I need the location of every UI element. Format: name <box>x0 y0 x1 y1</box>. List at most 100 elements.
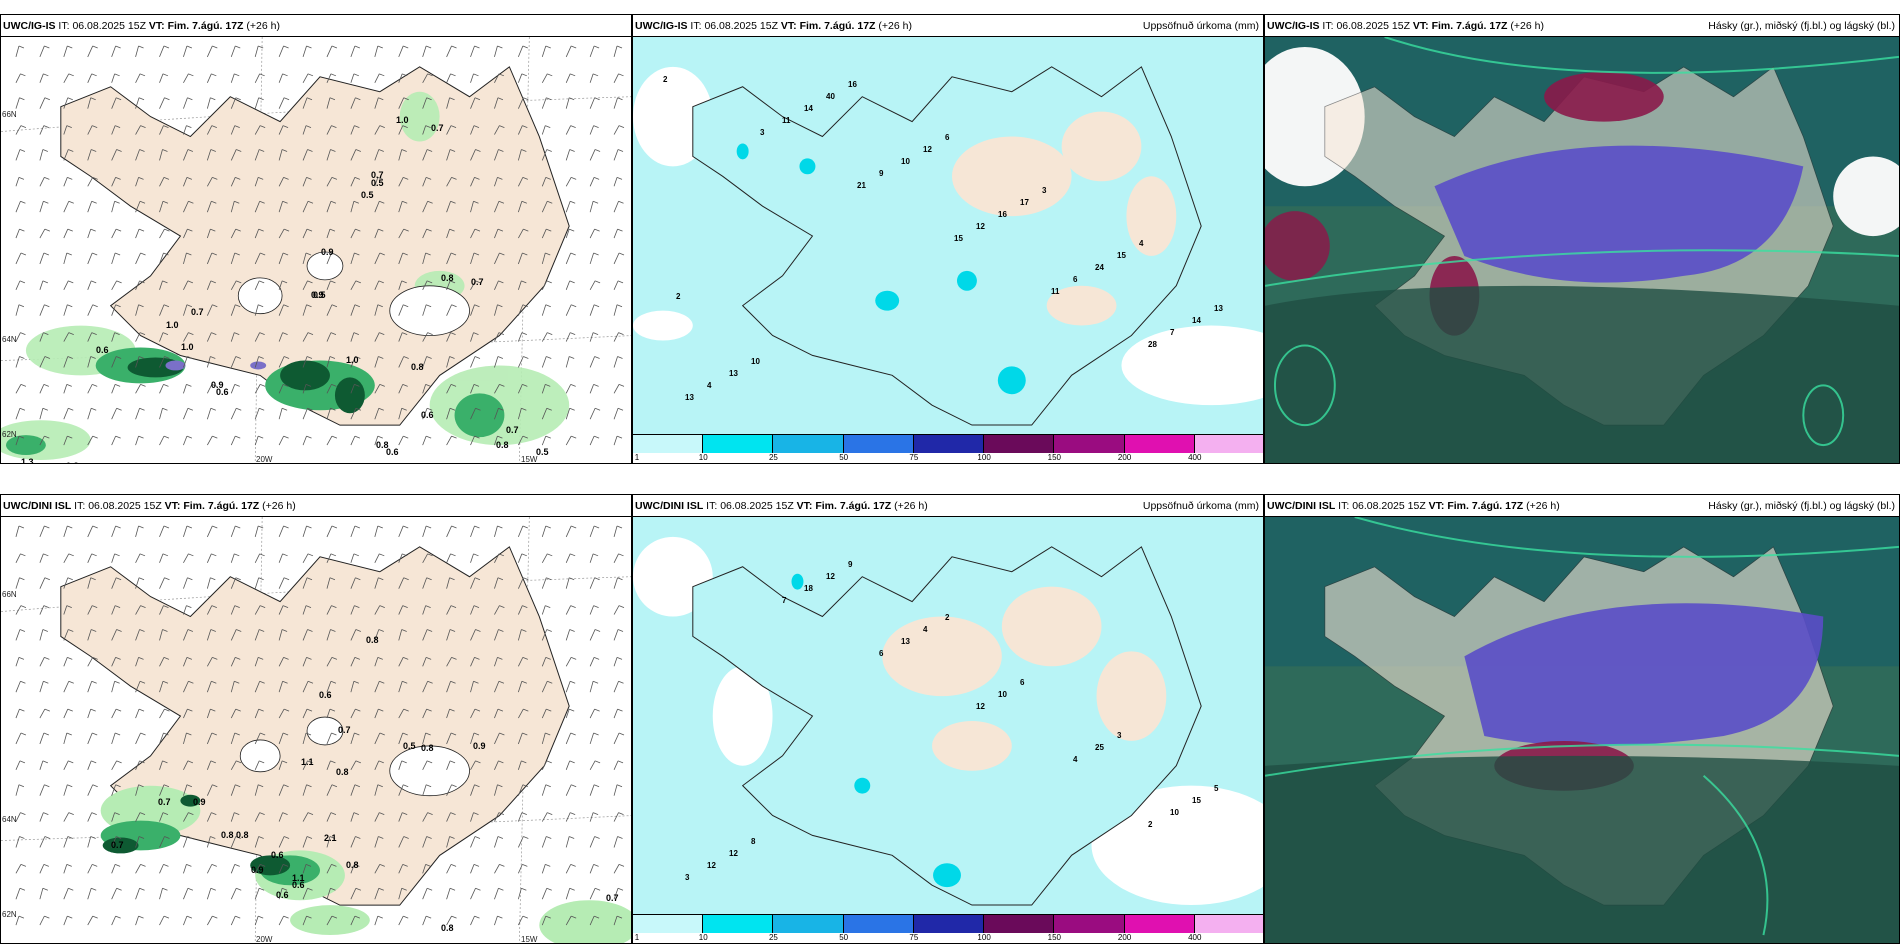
wind-barb-flag <box>521 149 527 152</box>
wind-barb-flag <box>330 629 336 632</box>
row2-cloud-map[interactable] <box>1265 517 1899 943</box>
wind-barb <box>326 408 331 420</box>
wind-barb-flag <box>211 553 217 557</box>
wind-barb-flag <box>402 732 408 736</box>
wind-barb <box>589 836 595 848</box>
wind-barb-flag <box>426 304 432 308</box>
wind-barb-flag <box>353 812 360 815</box>
wind-barb <box>374 45 379 58</box>
row1-cloud-map[interactable] <box>1265 37 1899 463</box>
wind-barb <box>15 73 21 83</box>
wind-barb-flag <box>235 784 241 788</box>
wind-barb <box>206 332 212 342</box>
wind-barb <box>15 125 22 135</box>
wind-barb <box>517 812 523 822</box>
wind-barb <box>494 605 500 615</box>
wind-barb-flag <box>283 435 289 439</box>
value-label: 0.9 <box>321 247 334 257</box>
wind-barb <box>446 356 450 368</box>
wind-barb-flag <box>401 407 407 411</box>
wind-barb <box>39 812 44 822</box>
wind-barb <box>541 836 547 848</box>
wind-barb <box>278 435 284 446</box>
wind-barb <box>230 888 237 900</box>
wind-barb <box>374 332 380 342</box>
value-label: 5 <box>1214 784 1219 793</box>
wind-barb-flag <box>403 656 409 660</box>
row2-precip-map[interactable] <box>633 517 1263 915</box>
wind-barb <box>589 201 594 213</box>
value-label: 15 <box>1192 796 1201 805</box>
wind-barb-flag <box>44 97 50 101</box>
wind-barb-flag <box>354 125 360 128</box>
wind-barb-flag <box>474 915 480 919</box>
row2-wind-map[interactable] <box>1 517 631 943</box>
wind-barb-flag <box>522 525 528 529</box>
wind-barb-flag <box>379 383 385 387</box>
wind-barb-flag <box>186 525 193 529</box>
wind-barb-flag <box>138 784 144 788</box>
wind-barb <box>613 97 618 109</box>
lat-label-66n: 66N <box>2 110 17 119</box>
wind-barb <box>470 553 474 563</box>
wind-barb-flag <box>186 125 192 128</box>
wind-barb <box>613 888 619 900</box>
wind-barb-flag <box>187 629 194 632</box>
wind-barb <box>541 384 546 394</box>
wind-barb <box>374 408 380 420</box>
wind-barb-flag <box>162 629 168 632</box>
wind-barb <box>159 228 165 239</box>
wind-barb-flag <box>354 252 360 256</box>
wind-barb <box>565 760 571 770</box>
value-label: 14 <box>804 104 813 113</box>
wind-barb <box>159 732 164 745</box>
wind-barb-flag <box>378 356 384 359</box>
wind-barb <box>350 657 356 667</box>
wind-barb <box>183 73 189 83</box>
wind-barb-flag <box>139 332 146 335</box>
wind-barb-flag <box>499 605 505 608</box>
wind-barb <box>15 408 21 420</box>
wind-barb <box>613 916 618 926</box>
value-label: 17 <box>1020 198 1029 207</box>
wind-barb-flag <box>545 435 551 439</box>
wind-barb <box>470 708 476 719</box>
wind-barb <box>230 708 237 719</box>
wind-barb <box>302 149 308 161</box>
wind-barb <box>494 888 499 900</box>
wind-barb-flag <box>546 407 552 411</box>
wind-barb-flag <box>426 97 432 101</box>
wind-barb <box>517 864 523 874</box>
wind-barb <box>350 280 357 291</box>
row1-precip-map[interactable] <box>633 37 1263 435</box>
wind-barb <box>517 125 523 135</box>
wind-barb <box>350 629 357 641</box>
wind-barb <box>613 577 618 589</box>
wind-barb <box>87 525 94 538</box>
wind-barb-flag <box>234 125 240 128</box>
wind-barb <box>135 228 140 239</box>
wind-barb <box>87 252 93 265</box>
wind-barb <box>470 149 476 161</box>
wind-barb-flag <box>521 553 527 557</box>
wind-barb <box>398 888 403 900</box>
wind-barb-flag <box>618 732 625 736</box>
wind-barb <box>230 784 236 796</box>
wind-barb-flag <box>499 383 505 387</box>
value-label: 0.9 <box>473 741 486 751</box>
value-label: 1.0 <box>346 355 359 365</box>
wind-barb-flag <box>116 407 122 411</box>
wind-barb-flag <box>547 332 553 335</box>
wind-barb <box>422 760 428 770</box>
wind-barb-flag <box>259 812 265 815</box>
wind-barb-flag <box>307 887 313 891</box>
wind-barb <box>302 605 307 615</box>
wind-barb-flag <box>188 332 194 335</box>
wind-barb-flag <box>546 760 552 764</box>
wind-barb <box>398 915 404 926</box>
wind-barb <box>565 657 572 667</box>
wind-barb-flag <box>67 45 73 49</box>
wind-barb-flag <box>259 280 265 284</box>
wind-barb <box>446 708 450 719</box>
row1-wind-map[interactable] <box>1 37 631 463</box>
